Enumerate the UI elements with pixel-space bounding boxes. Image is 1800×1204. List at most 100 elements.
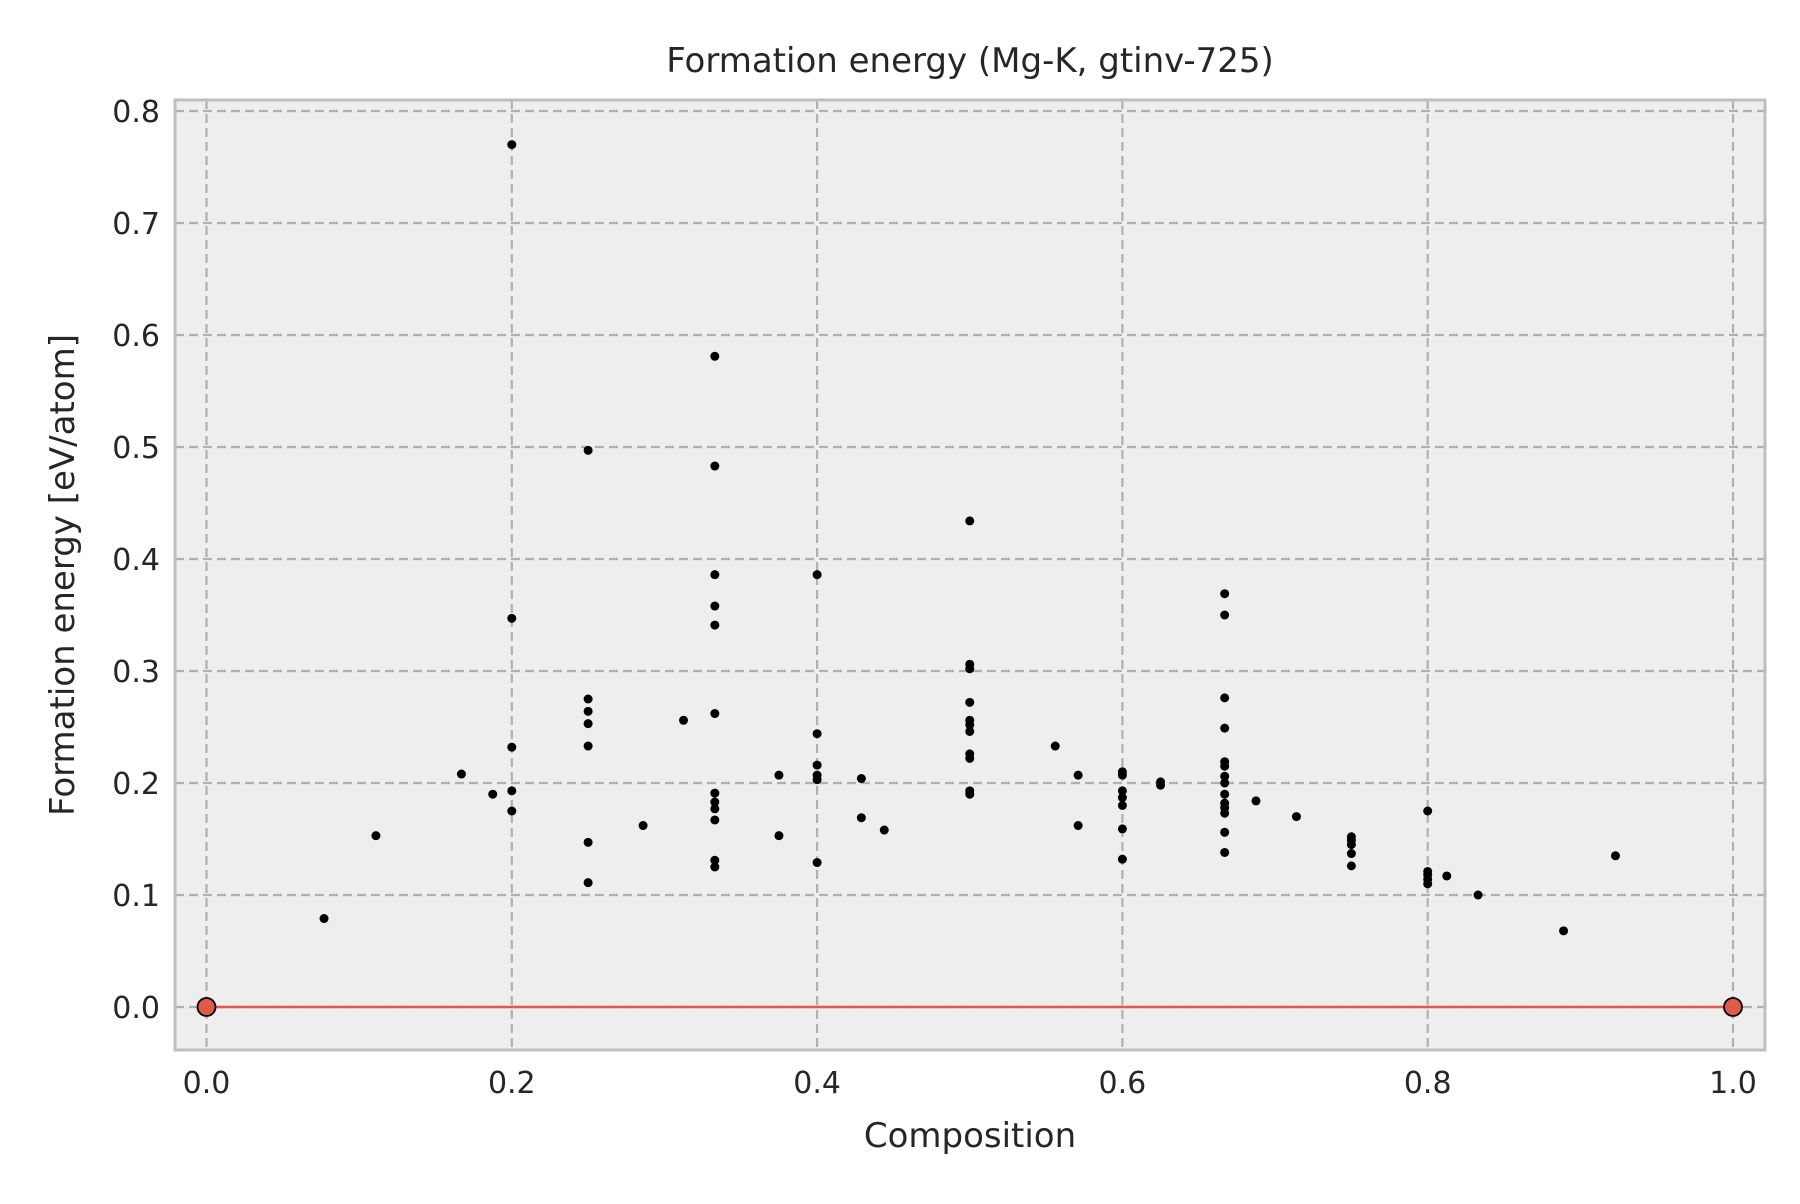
data-point bbox=[710, 855, 720, 865]
data-points bbox=[319, 140, 1620, 936]
x-tick-label: 0.2 bbox=[488, 1066, 536, 1101]
hull-point bbox=[1723, 997, 1743, 1017]
data-point bbox=[965, 753, 975, 763]
y-tick-label: 0.5 bbox=[112, 431, 160, 466]
y-tick-label: 0.3 bbox=[112, 655, 160, 690]
data-point bbox=[507, 742, 517, 752]
data-point bbox=[1559, 926, 1569, 936]
x-tick-label: 0.6 bbox=[1099, 1066, 1147, 1101]
data-point bbox=[965, 697, 975, 707]
data-point bbox=[856, 774, 866, 784]
data-point bbox=[965, 726, 975, 736]
data-point bbox=[583, 837, 593, 847]
data-point bbox=[1346, 840, 1356, 850]
data-point bbox=[812, 570, 822, 580]
data-point bbox=[583, 445, 593, 455]
data-point bbox=[856, 813, 866, 823]
data-point bbox=[812, 858, 822, 868]
data-point bbox=[1346, 861, 1356, 871]
y-tick-label: 0.7 bbox=[112, 207, 160, 242]
data-point bbox=[1117, 786, 1127, 796]
y-tick-label: 0.8 bbox=[112, 95, 160, 130]
data-point bbox=[1117, 770, 1127, 780]
data-point bbox=[583, 878, 593, 888]
y-tick-label: 0.6 bbox=[112, 319, 160, 354]
data-point bbox=[965, 664, 975, 674]
data-point bbox=[710, 862, 720, 872]
data-point bbox=[1220, 589, 1230, 599]
data-point bbox=[1291, 812, 1301, 822]
data-point bbox=[371, 831, 381, 841]
data-point bbox=[710, 788, 720, 798]
data-point bbox=[812, 775, 822, 785]
data-point bbox=[774, 770, 784, 780]
data-point bbox=[583, 694, 593, 704]
data-point bbox=[1117, 824, 1127, 834]
data-point bbox=[1423, 806, 1433, 816]
data-point bbox=[507, 613, 517, 623]
data-point bbox=[507, 140, 517, 150]
y-tick-label: 0.2 bbox=[112, 767, 160, 802]
data-point bbox=[1220, 847, 1230, 857]
data-point bbox=[1156, 780, 1166, 790]
x-axis-label: Composition bbox=[864, 1116, 1076, 1156]
data-point bbox=[1220, 778, 1230, 788]
data-point bbox=[710, 804, 720, 814]
data-point bbox=[1442, 871, 1452, 881]
data-point bbox=[710, 797, 720, 807]
data-point bbox=[812, 729, 822, 739]
data-point bbox=[1423, 879, 1433, 889]
y-axis-label: Formation energy [eV/atom] bbox=[43, 334, 83, 816]
hull-point bbox=[196, 997, 217, 1017]
chart-title: Formation energy (Mg-K, gtinv-725) bbox=[666, 41, 1274, 81]
data-point bbox=[1117, 793, 1127, 803]
data-point bbox=[1073, 821, 1083, 831]
data-point bbox=[965, 516, 975, 526]
data-point bbox=[1220, 761, 1230, 771]
data-point bbox=[583, 741, 593, 751]
data-point bbox=[965, 720, 975, 730]
data-point bbox=[710, 620, 720, 630]
data-point bbox=[1220, 808, 1230, 818]
data-point bbox=[507, 806, 517, 816]
data-point bbox=[1050, 741, 1060, 751]
data-point bbox=[965, 789, 975, 799]
y-tick-label: 0.1 bbox=[112, 879, 160, 914]
y-tick-labels: 0.0 0.1 0.2 0.3 0.4 0.5 0.6 0.7 0.8 bbox=[112, 95, 160, 1026]
y-tick-label: 0.0 bbox=[112, 991, 160, 1026]
data-point bbox=[507, 786, 517, 796]
x-tick-label: 0.4 bbox=[793, 1066, 841, 1101]
data-point bbox=[710, 815, 720, 825]
data-point bbox=[1220, 789, 1230, 799]
data-point bbox=[710, 709, 720, 719]
x-tick-labels: 0.0 0.2 0.4 0.6 0.8 1.0 bbox=[183, 1066, 1757, 1101]
data-point bbox=[774, 831, 784, 841]
data-point bbox=[710, 351, 720, 361]
data-point bbox=[812, 760, 822, 770]
plot-frame bbox=[173, 98, 1767, 1052]
y-tick-label: 0.4 bbox=[112, 543, 160, 578]
data-point bbox=[456, 769, 466, 779]
data-point bbox=[1220, 771, 1230, 781]
data-point bbox=[1117, 854, 1127, 864]
data-point bbox=[638, 821, 648, 831]
data-point bbox=[1220, 693, 1230, 703]
data-point bbox=[583, 719, 593, 729]
x-tick-label: 1.0 bbox=[1709, 1066, 1757, 1101]
data-point bbox=[710, 601, 720, 611]
data-point bbox=[1073, 770, 1083, 780]
data-point bbox=[1220, 827, 1230, 837]
data-point bbox=[1610, 851, 1620, 861]
data-point bbox=[679, 715, 689, 725]
plot-background bbox=[175, 100, 1765, 1050]
data-point bbox=[1251, 796, 1261, 806]
data-point bbox=[1473, 890, 1483, 900]
convex-hull bbox=[196, 997, 1743, 1017]
data-point bbox=[1346, 849, 1356, 859]
data-point bbox=[319, 914, 329, 924]
x-tick-label: 0.0 bbox=[183, 1066, 231, 1101]
data-point bbox=[583, 706, 593, 716]
x-tick-label: 0.8 bbox=[1404, 1066, 1452, 1101]
data-point bbox=[710, 570, 720, 580]
